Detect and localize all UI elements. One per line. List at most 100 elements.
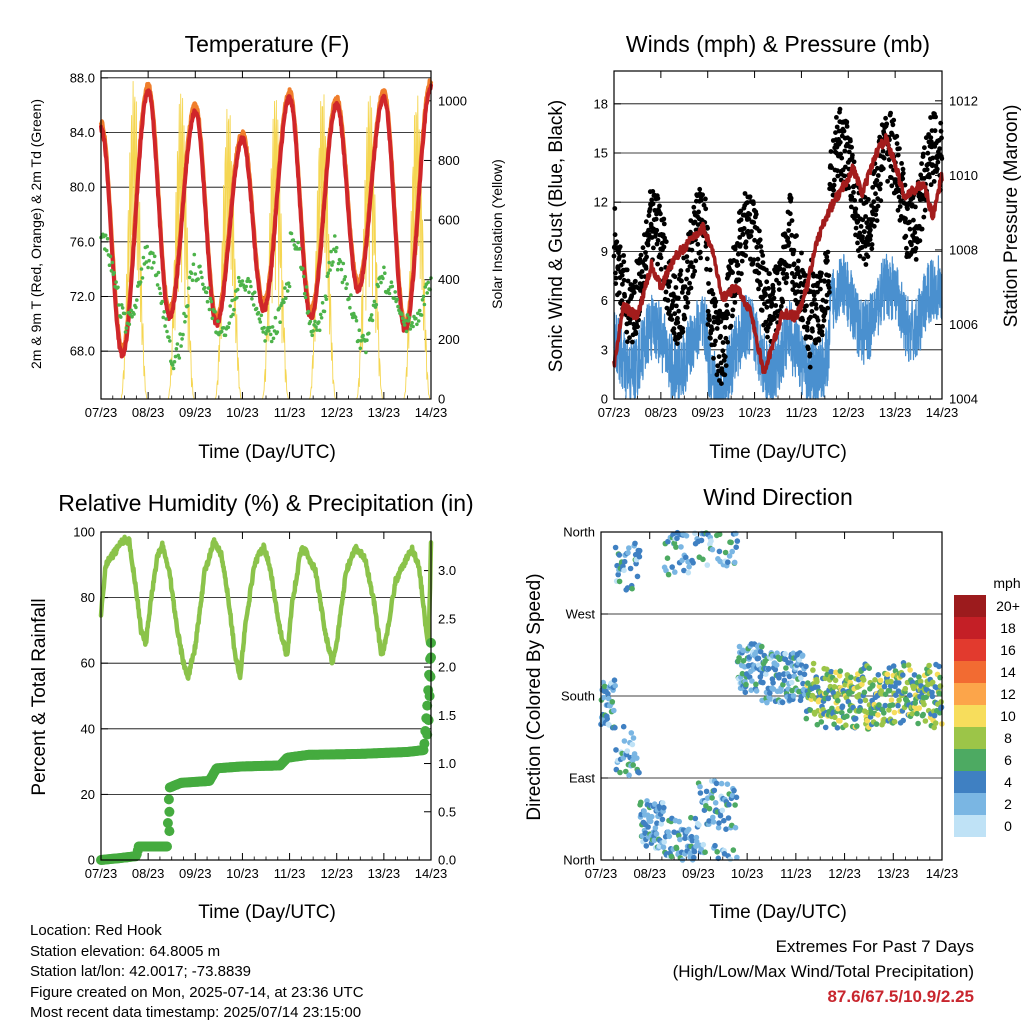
gust-point (658, 255, 664, 261)
wind-direction-point (700, 556, 706, 563)
wind-direction-point (702, 849, 708, 855)
gust-point (786, 221, 792, 227)
wind-direction-point (704, 562, 711, 568)
wind-direction-point (651, 801, 658, 807)
gust-point (776, 287, 782, 292)
wind-direction-point (810, 660, 817, 667)
gust-point (627, 335, 632, 341)
gust-point (685, 290, 691, 296)
wind-direction-point (731, 559, 738, 566)
dewpoint-point (210, 316, 215, 321)
dewpoint-point (140, 276, 145, 280)
gust-point (928, 135, 934, 141)
gust-point (844, 124, 850, 129)
y2-tick-label: 3.0 (438, 563, 456, 578)
wind-direction-point (742, 689, 749, 696)
gust-point (705, 322, 711, 327)
dewpoint-point (231, 312, 235, 317)
dewpoint-point (267, 329, 271, 333)
dewpoint-point (221, 326, 226, 330)
wind-direction-point (875, 712, 881, 718)
dewpoint-point (359, 339, 364, 343)
dewpoint-point (246, 276, 250, 281)
wind-direction-point (725, 559, 731, 565)
gust-point (668, 313, 674, 318)
gust-point (827, 289, 832, 295)
gust-point (739, 271, 744, 277)
dewpoint-point (183, 320, 187, 324)
x-tick-label: 08/23 (645, 405, 678, 420)
gust-point (880, 166, 886, 172)
wind-direction-point (664, 555, 671, 561)
gust-point (819, 270, 824, 276)
gust-point (785, 235, 791, 241)
y-tick-label: 12 (594, 195, 608, 210)
dewpoint-point (416, 319, 421, 323)
wind-direction-point (938, 699, 944, 705)
wind-direction-point (780, 681, 786, 688)
wind-direction-point (630, 735, 637, 741)
wind-direction-point (888, 697, 895, 703)
wind-direction-point (922, 718, 929, 724)
gust-point (722, 372, 728, 378)
gust-point (679, 278, 684, 284)
wind-direction-point (923, 694, 929, 700)
wind-direction-point (888, 678, 894, 685)
gust-point (909, 242, 914, 248)
gust-point (618, 262, 624, 268)
wind-direction-point (906, 692, 913, 698)
gust-point (711, 355, 716, 361)
wind-direction-point (733, 794, 740, 801)
gust-point (833, 130, 838, 136)
station-pressure-line (612, 133, 944, 375)
dewpoint-point (411, 324, 415, 329)
gust-point (679, 290, 685, 295)
y-tick-label: 76.0 (70, 234, 95, 249)
x-tick-label: 11/23 (786, 405, 818, 420)
gust-point (878, 198, 884, 204)
gust-point (705, 225, 710, 231)
gust-point (624, 267, 630, 273)
gust-point (621, 259, 627, 265)
dewpoint-point (184, 314, 188, 319)
gust-point (786, 240, 792, 246)
gust-point (684, 254, 690, 259)
y-tick-label: South (561, 689, 595, 704)
dewpoint-point (282, 300, 286, 305)
dewpoint-point (286, 281, 291, 286)
gust-point (718, 333, 723, 339)
wind-direction-point (673, 845, 680, 852)
sonic-wind-line (613, 253, 943, 400)
dewpoint-point (367, 331, 371, 336)
gust-point (786, 228, 791, 233)
wind-direction-point (712, 800, 719, 806)
wind-direction-point (726, 553, 733, 559)
legend-label: 16 (1000, 642, 1016, 658)
gust-point (793, 297, 798, 303)
gust-point (625, 339, 630, 345)
precip-point (422, 729, 433, 740)
humidity-ylabel: Percent & Total Rainfall (29, 598, 50, 795)
y-tick-label: 60 (81, 656, 95, 671)
wind-direction-point (916, 705, 922, 711)
dewpoint-point (250, 297, 254, 301)
x-tick-label: 07/23 (598, 405, 631, 420)
gust-point (789, 271, 795, 276)
gust-point (639, 269, 645, 274)
gust-point (717, 308, 723, 314)
wind-direction-point (732, 824, 739, 831)
gust-point (767, 271, 772, 277)
gust-point (778, 304, 784, 309)
wind-direction-point (621, 738, 628, 744)
gust-point (930, 155, 936, 161)
dewpoint-point (134, 305, 138, 310)
gust-point (784, 274, 790, 280)
wind-direction-point (638, 799, 644, 806)
dewpoint-point (117, 303, 121, 307)
wind-direction-point (665, 829, 671, 835)
dewpoint-point (376, 284, 381, 289)
x-tick-label: 12/23 (832, 405, 865, 420)
gust-point (824, 254, 830, 260)
gust-point (756, 270, 762, 276)
dewpoint-point (269, 339, 274, 344)
